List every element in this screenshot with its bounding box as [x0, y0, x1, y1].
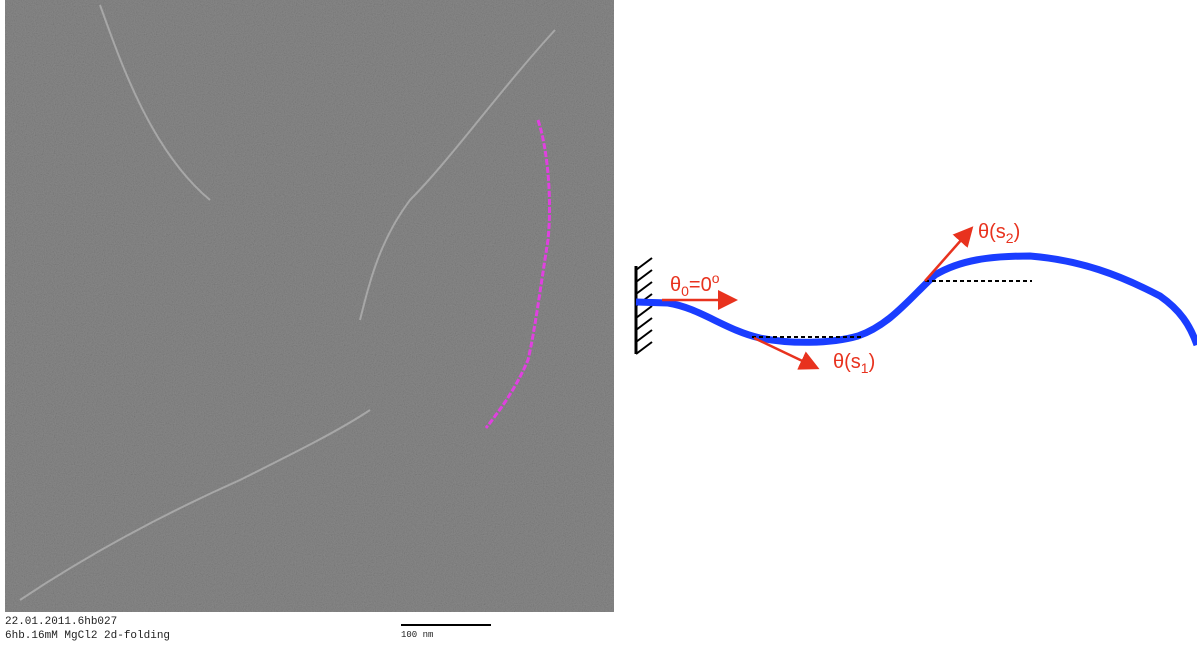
wall-hatch	[635, 257, 653, 355]
label-part: )	[869, 351, 876, 373]
tangent-arrow	[753, 336, 820, 370]
caption: 6hb.16mM MgCl2 2d-folding	[5, 630, 170, 642]
label-part: 2	[1006, 230, 1014, 246]
filaments	[19, 4, 556, 601]
label-part: θ	[670, 274, 681, 296]
label-part: =0	[689, 274, 712, 296]
caption: 22.01.2011.6hb027	[5, 616, 117, 628]
label-part: θ(s	[978, 221, 1006, 243]
scale-bar-label: 100 nm	[401, 630, 433, 640]
micrograph: 22.01.2011.6hb027 6hb.16mM MgCl2 2d-fold…	[5, 0, 614, 642]
filament	[19, 409, 371, 601]
traced-filament	[484, 119, 552, 429]
diagram: θ0=0o θ(s1) θ(s2)	[634, 221, 1197, 376]
label-part: θ(s	[833, 351, 861, 373]
filament	[99, 4, 211, 201]
label-part: 0	[681, 283, 689, 299]
angle-label: θ(s2)	[978, 221, 1020, 246]
filament	[359, 29, 556, 321]
label-part: )	[1014, 221, 1021, 243]
label-part: o	[712, 270, 720, 286]
label-part: 1	[861, 360, 869, 376]
angle-label: θ(s1)	[833, 351, 875, 376]
tangent-arrow	[924, 226, 974, 282]
angle-label: θ0=0o	[670, 270, 720, 299]
micrograph-image	[5, 0, 614, 612]
